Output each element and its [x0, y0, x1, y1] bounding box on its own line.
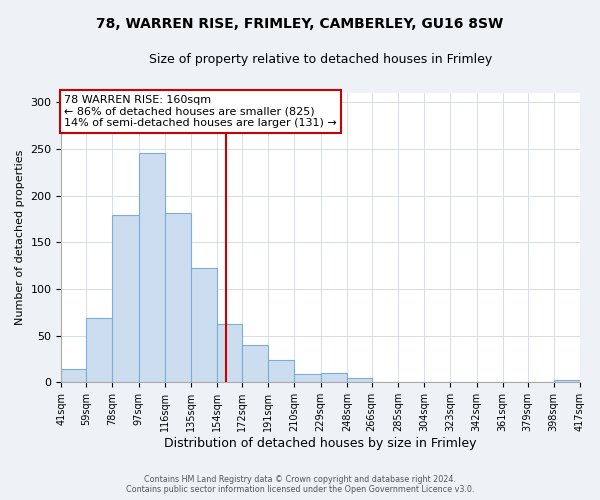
Bar — [86, 318, 112, 382]
Bar — [217, 324, 242, 382]
Bar — [112, 216, 139, 382]
Text: 78 WARREN RISE: 160sqm
← 86% of detached houses are smaller (825)
14% of semi-de: 78 WARREN RISE: 160sqm ← 86% of detached… — [64, 95, 337, 128]
Bar — [165, 212, 191, 382]
Bar — [321, 373, 347, 382]
Bar — [139, 153, 165, 382]
Text: 78, WARREN RISE, FRIMLEY, CAMBERLEY, GU16 8SW: 78, WARREN RISE, FRIMLEY, CAMBERLEY, GU1… — [97, 18, 503, 32]
Bar — [268, 360, 295, 382]
Bar — [61, 370, 86, 382]
Bar — [242, 345, 268, 383]
Y-axis label: Number of detached properties: Number of detached properties — [15, 150, 25, 326]
Text: Contains HM Land Registry data © Crown copyright and database right 2024.
Contai: Contains HM Land Registry data © Crown c… — [126, 474, 474, 494]
X-axis label: Distribution of detached houses by size in Frimley: Distribution of detached houses by size … — [164, 437, 477, 450]
Bar — [554, 380, 580, 382]
Bar — [191, 268, 217, 382]
Bar — [295, 374, 321, 382]
Title: Size of property relative to detached houses in Frimley: Size of property relative to detached ho… — [149, 52, 493, 66]
Bar — [347, 378, 372, 382]
